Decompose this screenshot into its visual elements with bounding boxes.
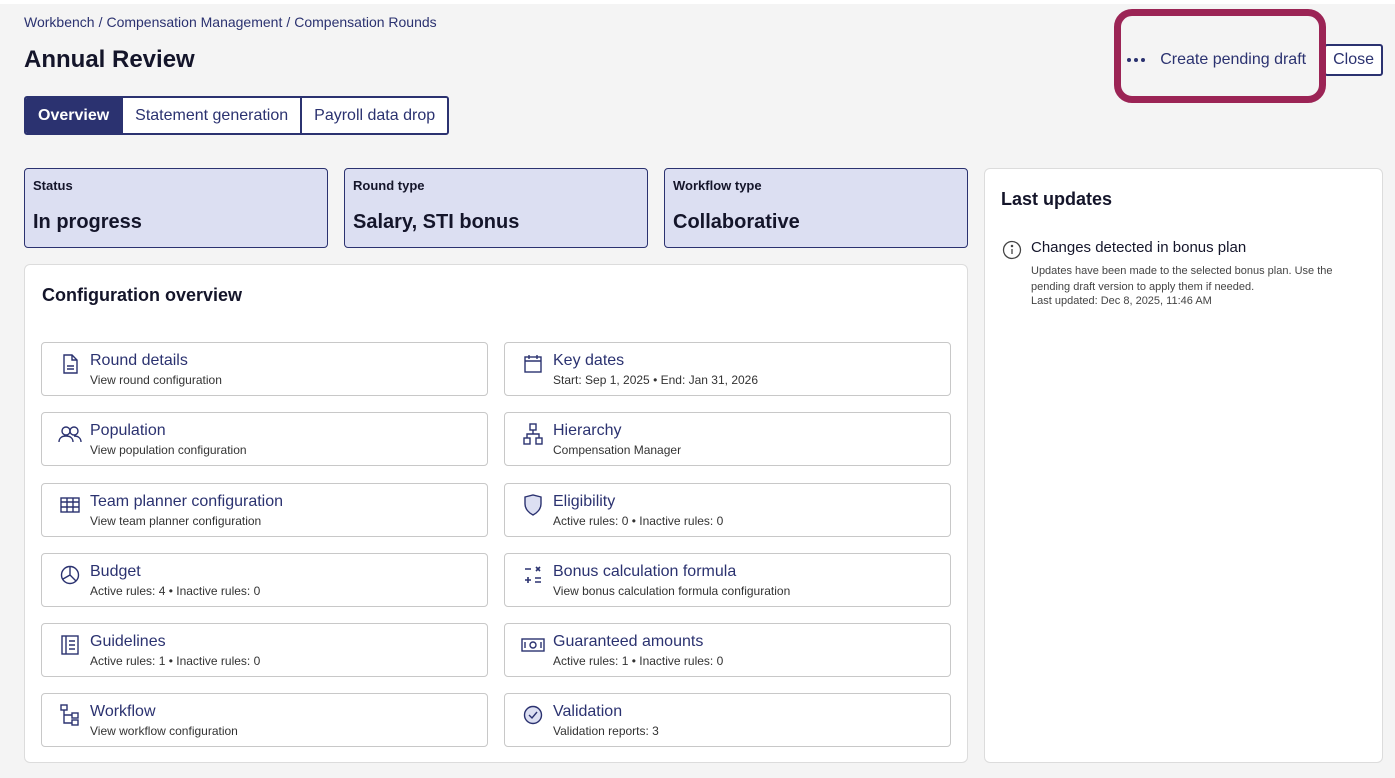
breadcrumb-compensation-rounds[interactable]: Compensation Rounds [294, 14, 437, 30]
config-item-title: Guaranteed amounts [553, 633, 704, 650]
workflow-type-value: Collaborative [673, 211, 800, 233]
people-icon [58, 422, 82, 446]
guidelines-icon [58, 633, 82, 657]
pie-chart-icon [58, 563, 82, 587]
config-item-title: Hierarchy [553, 422, 622, 439]
breadcrumb-workbench[interactable]: Workbench [24, 14, 95, 30]
page: Workbench / Compensation Management / Compen… [0, 4, 1395, 778]
create-pending-draft-button[interactable]: Create pending draft [1160, 51, 1307, 68]
workflow-icon [58, 703, 82, 727]
config-item-validation[interactable]: Validation Validation reports: 3 [504, 693, 951, 747]
page-title: Annual Review [24, 46, 195, 73]
status-label: Status [33, 178, 73, 193]
header-actions: Create pending draft Close [1124, 44, 1383, 76]
update-timestamp: Last updated: Dec 8, 2025, 11:46 AM [1031, 295, 1212, 307]
last-updates-panel: Last updates Changes detected in bonus p… [984, 168, 1383, 763]
config-item-title: Round details [90, 352, 188, 369]
config-item-title: Key dates [553, 352, 625, 369]
tab-overview[interactable]: Overview [26, 98, 124, 133]
config-item-title: Guidelines [90, 633, 166, 650]
status-value: In progress [33, 211, 142, 233]
config-item-round-details[interactable]: Round details View round configuration [41, 342, 488, 396]
config-item-guidelines[interactable]: Guidelines Active rules: 1 • Inactive ru… [41, 623, 488, 677]
status-card: Status In progress [24, 168, 328, 248]
config-item-workflow[interactable]: Workflow View workflow configuration [41, 693, 488, 747]
config-item-subtitle: Active rules: 1 • Inactive rules: 0 [90, 654, 261, 668]
info-icon [1002, 240, 1022, 260]
config-item-subtitle: Start: Sep 1, 2025 • End: Jan 31, 2026 [553, 373, 759, 387]
config-item-subtitle: View workflow configuration [90, 724, 238, 738]
calendar-icon [521, 352, 545, 376]
last-updates-title: Last updates [1001, 189, 1113, 209]
config-item-subtitle: Active rules: 1 • Inactive rules: 0 [553, 654, 724, 668]
round-type-label: Round type [353, 178, 425, 193]
workflow-type-card: Workflow type Collaborative [664, 168, 968, 248]
config-item-eligibility[interactable]: Eligibility Active rules: 0 • Inactive r… [504, 483, 951, 537]
breadcrumb-compensation-management[interactable]: Compensation Management [106, 14, 283, 30]
config-item-budget[interactable]: Budget Active rules: 4 • Inactive rules:… [41, 553, 488, 607]
config-item-bonus-calculation-formula[interactable]: Bonus calculation formula View bonus cal… [504, 553, 951, 607]
config-item-subtitle: View population configuration [90, 443, 247, 457]
close-button[interactable]: Close [1324, 44, 1383, 76]
config-item-population[interactable]: Population View population configuration [41, 412, 488, 466]
shield-icon [521, 493, 545, 517]
workflow-type-label: Workflow type [673, 178, 762, 193]
config-item-subtitle: View team planner configuration [90, 514, 262, 528]
config-item-title: Population [90, 422, 166, 439]
config-item-subtitle: Validation reports: 3 [553, 724, 659, 738]
more-dots-icon[interactable] [1124, 44, 1148, 76]
config-item-subtitle: Active rules: 4 • Inactive rules: 0 [90, 584, 261, 598]
configuration-overview-panel: Configuration overview Round details Vie… [24, 264, 968, 763]
config-item-subtitle: Active rules: 0 • Inactive rules: 0 [553, 514, 724, 528]
config-item-guaranteed-amounts[interactable]: Guaranteed amounts Active rules: 1 • Ina… [504, 623, 951, 677]
hierarchy-icon [521, 422, 545, 446]
document-icon [58, 352, 82, 376]
config-item-title: Validation [553, 703, 623, 720]
config-item-subtitle: View round configuration [90, 373, 222, 387]
breadcrumb-separator: / [286, 14, 291, 30]
tab-payroll-data-drop[interactable]: Payroll data drop [302, 98, 448, 133]
calculator-icon [521, 563, 545, 587]
breadcrumb: Workbench / Compensation Management / Compen… [24, 14, 437, 30]
tab-statement-generation[interactable]: Statement generation [123, 98, 303, 133]
update-description: Updates have been made to the selected b… [1031, 265, 1333, 293]
breadcrumb-separator: / [98, 14, 103, 30]
config-item-subtitle: View bonus calculation formula configura… [553, 584, 791, 598]
config-item-subtitle: Compensation Manager [553, 443, 682, 457]
tab-bar: Overview Statement generation Payroll da… [24, 96, 450, 135]
money-icon [521, 633, 545, 657]
config-item-title: Eligibility [553, 493, 616, 510]
config-item-hierarchy[interactable]: Hierarchy Compensation Manager [504, 412, 951, 466]
table-icon [58, 493, 82, 517]
check-circle-icon [521, 703, 545, 727]
update-heading: Changes detected in bonus plan [1031, 239, 1247, 256]
round-type-value: Salary, STI bonus [353, 211, 520, 233]
config-item-title: Team planner configuration [90, 493, 284, 510]
config-item-title: Workflow [90, 703, 156, 720]
round-type-card: Round type Salary, STI bonus [344, 168, 648, 248]
configuration-overview-title: Configuration overview [42, 285, 243, 305]
config-item-title: Budget [90, 563, 141, 580]
config-item-team-planner-configuration[interactable]: Team planner configuration View team pla… [41, 483, 488, 537]
config-item-title: Bonus calculation formula [553, 563, 737, 580]
config-item-key-dates[interactable]: Key dates Start: Sep 1, 2025 • End: Jan … [504, 342, 951, 396]
